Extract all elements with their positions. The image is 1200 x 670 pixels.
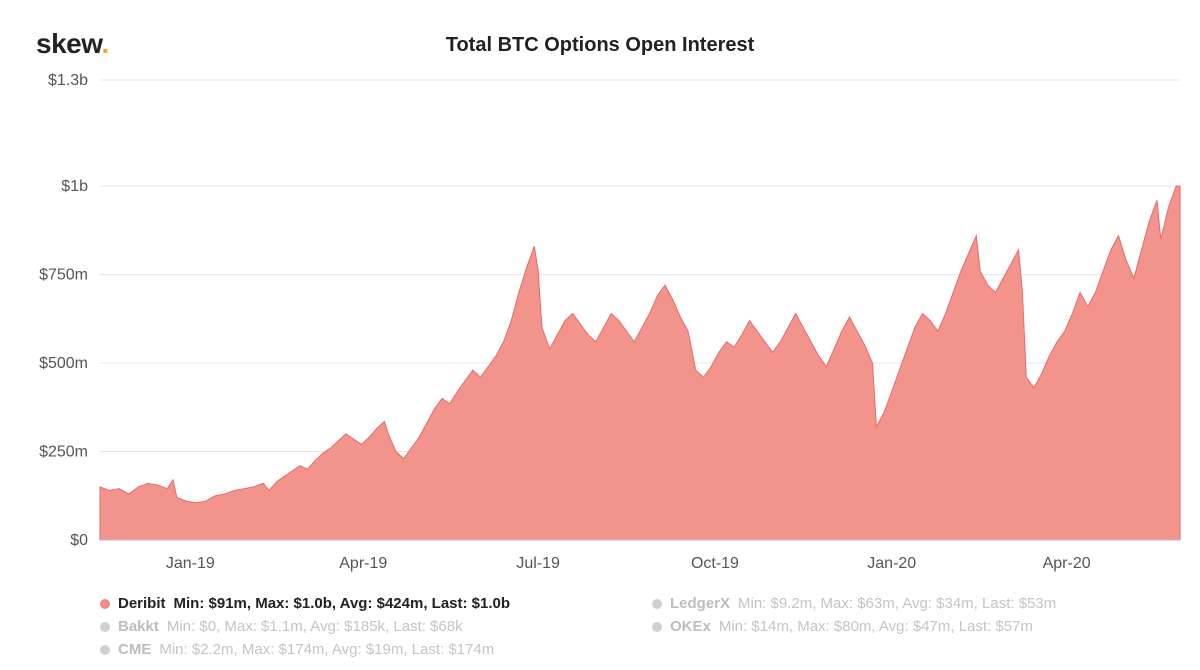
legend-dot-icon <box>652 599 662 609</box>
legend-dot-icon <box>100 622 110 632</box>
legend-dot-icon <box>100 599 110 609</box>
legend-dot-icon <box>100 645 110 655</box>
legend-item-cme[interactable]: CME Min: $2.2m, Max: $174m, Avg: $19m, L… <box>100 641 628 658</box>
legend-series-name: OKEx <box>670 618 711 635</box>
chart-plot: $0 $250m $500m $750m $1b $1.3b Jan-19 Apr-19 Jul… <box>0 0 1200 600</box>
y-axis-tick-label: $0 <box>70 532 88 549</box>
legend-series-stats: Min: $2.2m, Max: $174m, Avg: $19m, Last:… <box>159 641 494 658</box>
y-axis-tick-label: $1.3b <box>48 72 88 89</box>
legend-series-stats: Min: $0, Max: $1.1m, Avg: $185k, Last: $… <box>167 618 463 635</box>
legend-series-stats: Min: $9.2m, Max: $63m, Avg: $34m, Last: … <box>738 595 1056 612</box>
legend-item-ledgerx[interactable]: LedgerX Min: $9.2m, Max: $63m, Avg: $34m… <box>652 595 1180 612</box>
legend-item-bakkt[interactable]: Bakkt Min: $0, Max: $1.1m, Avg: $185k, L… <box>100 618 628 635</box>
chart-legend: Deribit Min: $91m, Max: $1.0b, Avg: $424… <box>100 595 1180 658</box>
legend-series-name: Bakkt <box>118 618 159 635</box>
legend-dot-icon <box>652 622 662 632</box>
x-axis-tick-label: Oct-19 <box>691 555 739 572</box>
y-axis-tick-label: $250m <box>39 444 88 461</box>
x-axis-tick-label: Apr-19 <box>339 555 387 572</box>
legend-item-okex[interactable]: OKEx Min: $14m, Max: $80m, Avg: $47m, La… <box>652 618 1180 635</box>
legend-item-deribit[interactable]: Deribit Min: $91m, Max: $1.0b, Avg: $424… <box>100 595 628 612</box>
y-axis-tick-label: $500m <box>39 355 88 372</box>
legend-series-name: LedgerX <box>670 595 730 612</box>
x-axis-tick-label: Jan-19 <box>166 555 215 572</box>
x-axis-tick-label: Apr-20 <box>1043 555 1091 572</box>
legend-series-name: Deribit <box>118 595 166 612</box>
legend-series-stats: Min: $14m, Max: $80m, Avg: $47m, Last: $… <box>719 618 1033 635</box>
x-axis-tick-label: Jul-19 <box>516 555 560 572</box>
legend-series-name: CME <box>118 641 151 658</box>
legend-series-stats: Min: $91m, Max: $1.0b, Avg: $424m, Last:… <box>174 595 511 612</box>
chart-container: skew. Total BTC Options Open Interest $0… <box>0 0 1200 670</box>
y-axis-tick-label: $1b <box>61 178 88 195</box>
y-axis-tick-label: $750m <box>39 267 88 284</box>
x-axis-tick-label: Jan-20 <box>867 555 916 572</box>
